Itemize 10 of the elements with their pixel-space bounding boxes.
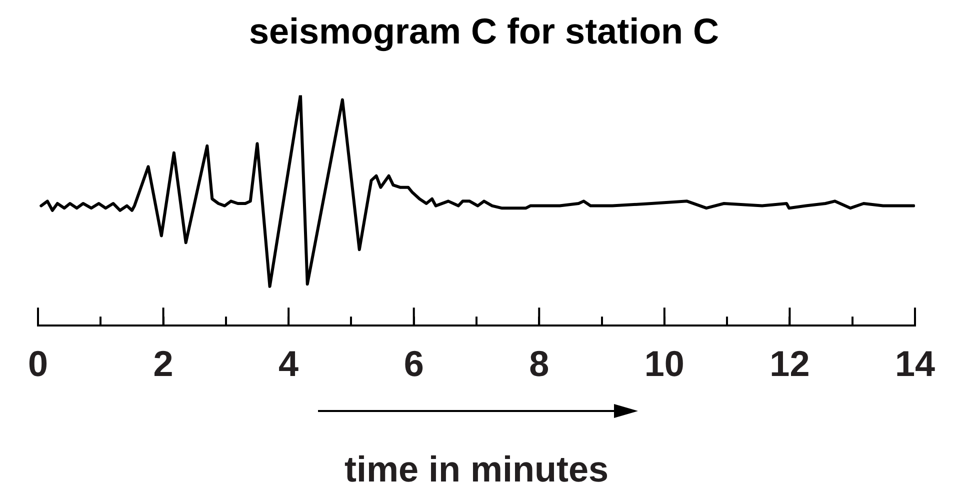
x-tick-label: 2	[153, 343, 174, 384]
chart-title: seismogram C for station C	[248, 10, 720, 52]
x-axis-title: time in minutes	[344, 448, 609, 490]
x-tick-label: 0	[28, 343, 48, 384]
x-tick-label: 10	[644, 343, 684, 384]
x-tick-label: 6	[404, 343, 424, 384]
x-tick-label: 8	[529, 343, 550, 384]
x-tick-label: 12	[770, 343, 810, 384]
x-tick-label: 4	[278, 343, 299, 384]
x-tick-label: 14	[894, 343, 935, 384]
